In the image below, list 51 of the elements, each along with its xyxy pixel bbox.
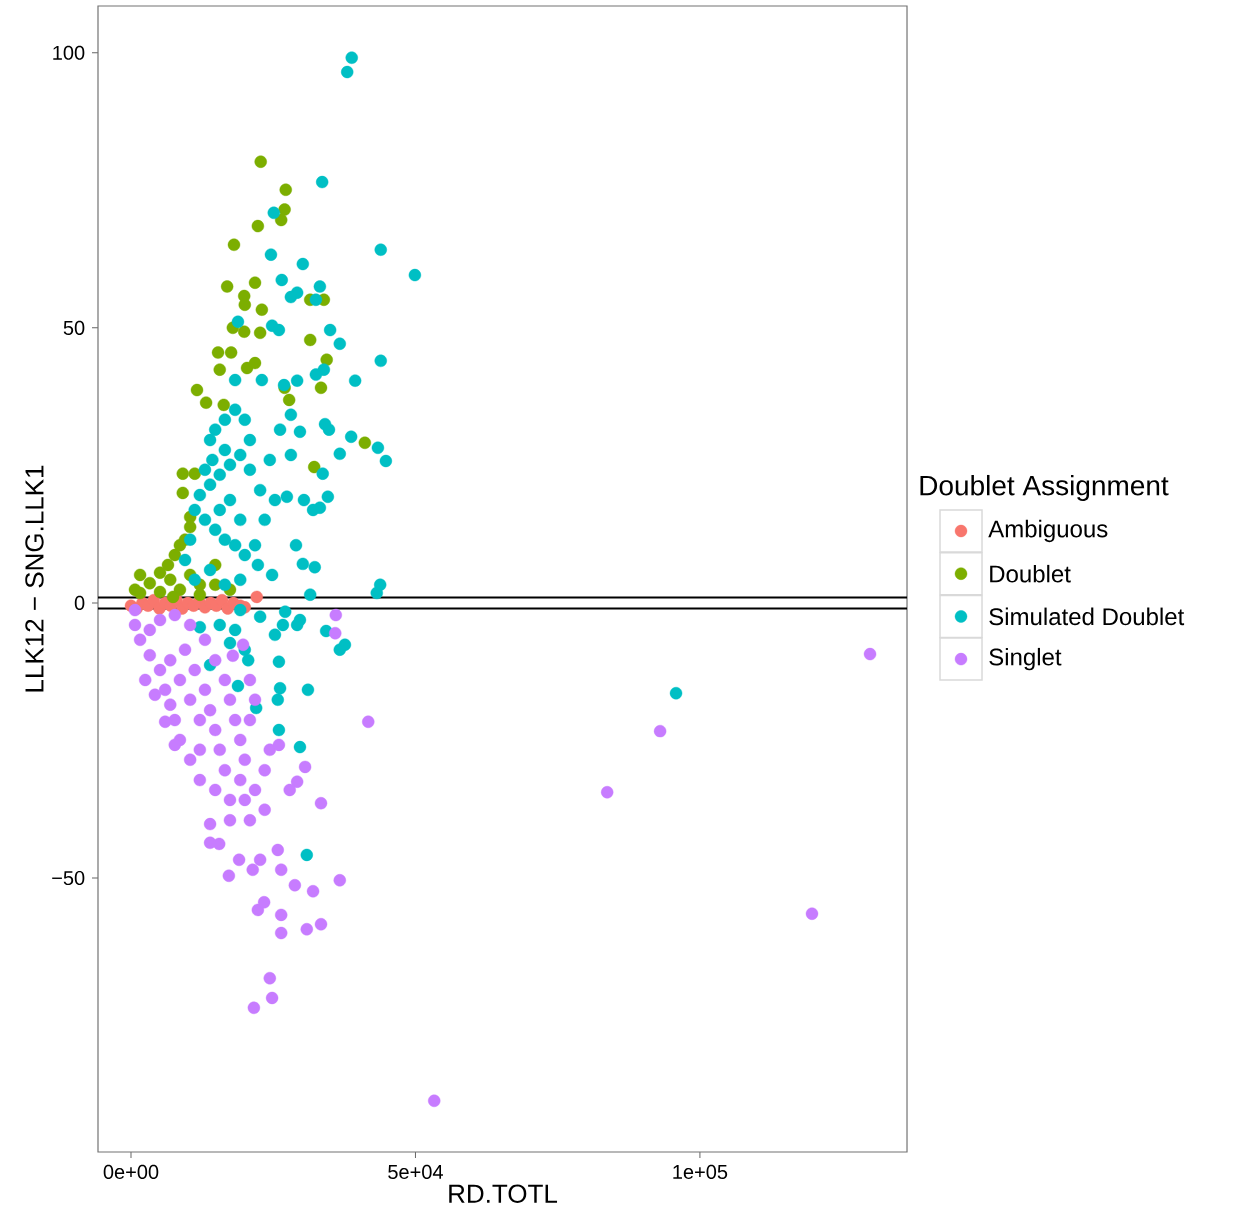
point [248, 276, 262, 289]
point [250, 590, 263, 604]
legend-label: Simulated Doublet [989, 607, 1185, 626]
point [278, 203, 291, 216]
point [248, 356, 262, 370]
x-tick-label: 1e+05 [673, 1164, 728, 1180]
point [217, 398, 230, 412]
point [274, 213, 288, 227]
y-axis-title: LLK12 − SNG.LLK1 [25, 465, 44, 692]
x-axis-title: RD.TOTL [449, 1184, 558, 1203]
y-tick-label: 0 [74, 595, 85, 611]
point [133, 568, 147, 582]
point [238, 325, 251, 338]
x-tick-label: 5e+04 [388, 1164, 443, 1180]
point [227, 238, 241, 251]
point [304, 333, 317, 347]
point [220, 280, 234, 293]
point [211, 346, 225, 359]
legend-title: Doublet Assignment [920, 474, 1169, 502]
point [279, 183, 292, 196]
point [255, 303, 269, 316]
y-tick-label: −50 [52, 870, 85, 886]
legend-label: Doublet [990, 564, 1071, 583]
point [188, 467, 201, 480]
point [128, 583, 142, 596]
point [253, 326, 267, 340]
point [176, 467, 189, 480]
point [224, 346, 238, 359]
point [153, 585, 167, 599]
point [358, 436, 372, 450]
point [307, 460, 321, 474]
point [199, 396, 213, 409]
legend-label: Ambiguous [988, 519, 1108, 543]
point [161, 558, 175, 572]
point [213, 363, 226, 376]
point [254, 155, 267, 168]
point [166, 590, 180, 604]
legend-label: Singlet [989, 647, 1062, 671]
y-tick-label: 100 [53, 45, 85, 60]
point [143, 576, 156, 590]
point [183, 520, 197, 534]
point [282, 393, 296, 407]
point [176, 486, 189, 500]
x-tick-label: 0e+00 [103, 1164, 159, 1180]
point [251, 219, 265, 233]
point [193, 588, 207, 601]
point [314, 381, 328, 395]
point [164, 573, 177, 587]
point [153, 566, 167, 579]
y-tick-label: 50 [63, 320, 85, 335]
point [190, 383, 204, 397]
